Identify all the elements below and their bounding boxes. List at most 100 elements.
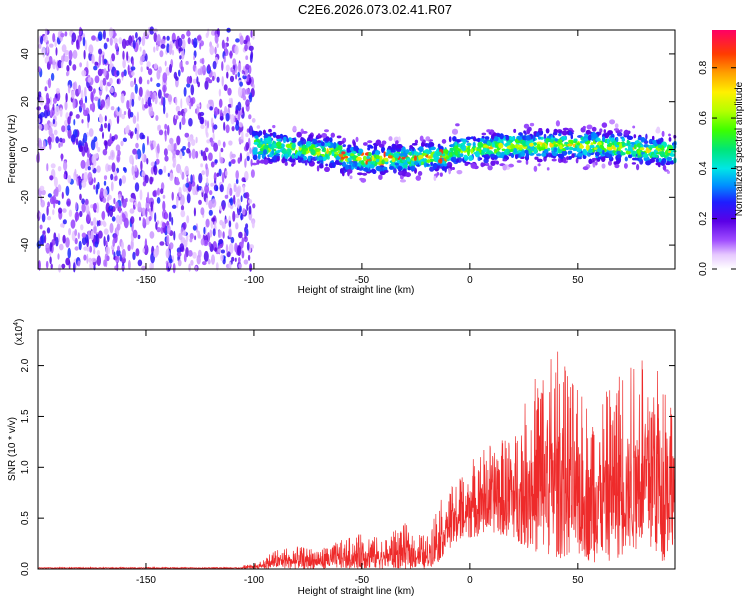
heatmap-cell <box>344 156 349 159</box>
heatmap-cell <box>115 255 120 264</box>
heatmap-cell <box>631 151 637 155</box>
heatmap-cell <box>441 139 447 144</box>
heatmap-cell <box>659 150 665 158</box>
heatmap-cell <box>160 38 166 45</box>
heatmap-cell <box>252 203 256 209</box>
heatmap-cell <box>87 113 90 123</box>
heatmap-cell <box>533 165 538 172</box>
heatmap-cell <box>205 163 208 170</box>
heatmap-cell <box>437 162 441 166</box>
heatmap-cell <box>481 135 485 139</box>
heatmap-cell <box>612 145 616 150</box>
heatmap-cell <box>228 161 232 167</box>
heatmap-cell <box>55 136 60 144</box>
heatmap-cell <box>186 30 191 37</box>
heatmap-cell <box>86 253 89 264</box>
heatmap-cell <box>189 237 193 243</box>
heatmap-cell <box>515 153 518 160</box>
heatmap-cell <box>448 136 452 143</box>
heatmap-cell <box>110 106 115 111</box>
heatmap-cell <box>134 127 137 135</box>
heatmap-cell <box>127 64 130 75</box>
heatmap-cell <box>213 142 219 152</box>
heatmap-cell <box>134 83 138 94</box>
heatmap-cell <box>213 124 218 130</box>
heatmap-cell <box>146 79 150 85</box>
snr-panel: -150 -100 -50 0 50 0.0 0.5 1.0 1.5 2.0 Height of… <box>7 319 676 597</box>
heatmap-cell <box>389 165 394 170</box>
heatmap-cell <box>518 132 523 136</box>
heatmap-cell <box>110 181 114 192</box>
heatmap-cell <box>126 100 130 110</box>
heatmap-cell <box>40 195 43 203</box>
heatmap-cell <box>219 219 224 226</box>
heatmap-cell <box>225 124 230 134</box>
heatmap-cell <box>644 138 647 142</box>
heatmap-cell <box>429 142 435 148</box>
heatmap-cell <box>571 153 575 159</box>
heatmap-cell <box>58 142 61 148</box>
heatmap-cell <box>199 116 204 125</box>
heatmap-cell <box>212 75 215 82</box>
heatmap-cell <box>613 128 620 131</box>
heatmap-cell <box>241 238 244 249</box>
heatmap-cell <box>353 141 356 148</box>
heatmap-cell <box>191 148 196 160</box>
heatmap-cell <box>216 172 220 177</box>
heatmap-cell <box>251 162 258 166</box>
heatmap-cell <box>161 96 164 106</box>
heatmap-cell <box>159 241 165 246</box>
heatmap-cell <box>219 184 224 193</box>
heatmap-cell <box>212 228 216 237</box>
heatmap-cell <box>84 86 87 98</box>
heatmap-cell <box>249 147 252 154</box>
heatmap-cell <box>49 96 52 106</box>
heatmap-cell <box>91 102 96 113</box>
heatmap-cell <box>633 144 637 150</box>
heatmap-cell <box>238 231 243 239</box>
heatmap-cell <box>219 98 223 109</box>
heatmap-cell <box>65 237 70 248</box>
heatmap-cell <box>129 154 134 165</box>
heatmap-cell <box>179 151 183 160</box>
heatmap-cell <box>533 148 537 154</box>
heatmap-cell <box>169 242 174 250</box>
heatmap-cell <box>460 150 464 154</box>
heatmap-cell <box>154 95 158 105</box>
heatmap-cell <box>183 112 186 119</box>
heatmap-cell <box>258 130 263 136</box>
heatmap-cell <box>141 97 144 107</box>
heatmap-cell <box>217 108 220 115</box>
heatmap-cell <box>92 203 98 210</box>
heatmap-cell <box>388 136 393 142</box>
heatmap-cell <box>96 255 102 267</box>
heatmap-cell <box>156 143 160 154</box>
heatmap-cell <box>553 147 558 153</box>
heatmap-cell <box>588 148 593 154</box>
heatmap-cell <box>36 106 41 111</box>
heatmap-cell <box>272 125 276 129</box>
heatmap-cell <box>333 142 337 148</box>
heatmap-cell <box>224 194 229 199</box>
heatmap-cell <box>193 60 197 65</box>
heatmap-cell <box>121 256 126 264</box>
heatmap-cell <box>342 144 347 148</box>
heatmap-cell <box>131 71 135 76</box>
heatmap-cell <box>245 223 249 230</box>
heatmap-cell <box>123 167 127 173</box>
heatmap-cell <box>180 66 184 73</box>
heatmap-cell <box>366 155 371 160</box>
heatmap-cell <box>60 32 65 38</box>
heatmap-cell <box>109 208 113 218</box>
heatmap-cell <box>455 123 460 127</box>
heatmap-cell <box>275 141 282 147</box>
heatmap-cell <box>637 136 642 141</box>
heatmap-cell <box>399 158 403 163</box>
heatmap-cell <box>149 26 155 35</box>
heatmap-cell <box>232 58 237 66</box>
heatmap-cell <box>129 131 133 139</box>
heatmap-cell <box>229 50 233 59</box>
heatmap-cell <box>540 146 546 151</box>
heatmap-cell <box>121 248 126 259</box>
heatmap-cell <box>41 46 46 56</box>
